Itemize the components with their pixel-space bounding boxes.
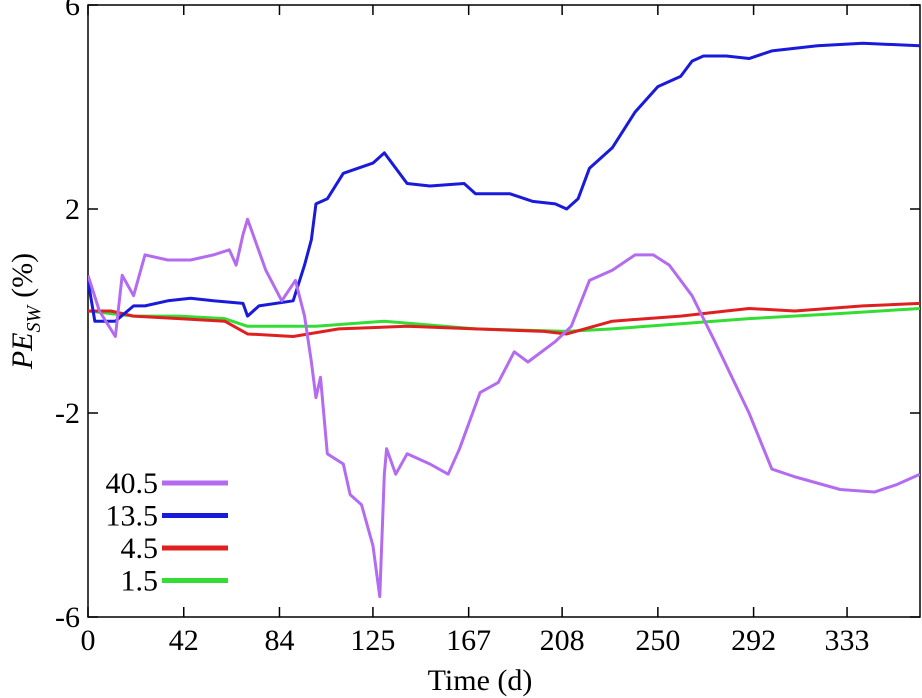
x-tick-label: 333 [825, 624, 870, 657]
y-label-unit: (%) [6, 253, 39, 298]
legend-label: 4.5 [121, 532, 159, 565]
series-line [88, 301, 920, 338]
y-tick-label: -2 [55, 397, 80, 430]
y-tick-label: -6 [55, 601, 80, 634]
y-label-main: PE [6, 333, 39, 371]
x-tick-label: 208 [540, 624, 585, 657]
series-line [88, 217, 920, 599]
legend-label: 1.5 [121, 565, 159, 598]
plot-area [88, 41, 920, 599]
x-tick-label: 125 [350, 624, 395, 657]
series-line [88, 41, 920, 323]
legend-label: 13.5 [106, 500, 159, 533]
y-tick-label: 6 [65, 0, 80, 22]
x-tick-label: 84 [264, 624, 294, 657]
series-line [88, 306, 920, 333]
legend-label: 40.5 [106, 467, 159, 500]
y-label-sub: SW [23, 304, 45, 333]
x-tick-label: 167 [446, 624, 491, 657]
x-tick-label: 42 [169, 624, 199, 657]
x-tick-label: 250 [635, 624, 680, 657]
x-tick-label: 0 [81, 624, 96, 657]
x-axis-label: Time (d) [428, 664, 533, 697]
y-axis-label: PESW (%) [6, 253, 45, 370]
x-tick-label: 292 [731, 624, 776, 657]
y-tick-label: 2 [65, 193, 80, 226]
